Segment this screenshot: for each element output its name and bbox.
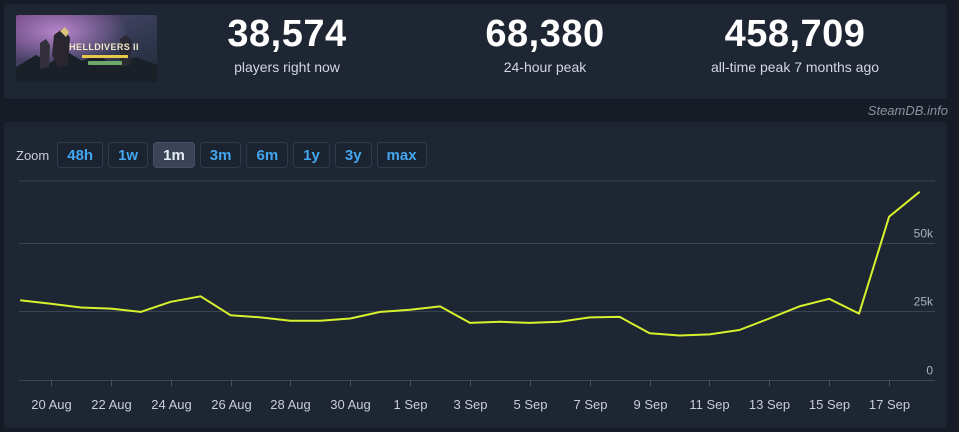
x-tick-label-2024-08-24: 24 Aug [151,397,192,412]
zoom-label: Zoom [16,147,50,163]
data-point-2024-09-10[interactable] [677,333,682,338]
zoom-button-3y[interactable]: 3y [334,142,372,168]
data-point-2024-09-06[interactable] [557,319,562,324]
data-point-2024-09-16[interactable] [857,311,862,316]
data-point-2024-08-26[interactable] [228,313,233,318]
zoom-button-48h[interactable]: 48h [57,142,104,168]
peak-24h-label: 24-hour peak [503,59,587,75]
stat-24h-peak: 68,380 24-hour peak [440,12,650,75]
x-tick-label-2024-08-30: 30 Aug [330,397,371,412]
steamdb-attribution[interactable]: SteamDB.info [867,103,948,118]
data-point-2024-09-15[interactable] [827,296,832,301]
zoom-button-1m[interactable]: 1m [153,142,195,168]
x-tick-label-2024-08-22: 22 Aug [91,397,132,412]
x-tick-label-2024-09-11: 11 Sep [689,397,729,412]
data-point-2024-09-18[interactable] [917,190,922,195]
x-tick-label-2024-09-13: 13 Sep [749,397,790,412]
zoom-button-6m[interactable]: 6m [246,142,289,168]
data-point-2024-09-07[interactable] [587,315,592,320]
all-time-peak-label: all-time peak 7 months ago [710,59,880,75]
data-point-2024-09-02[interactable] [438,304,443,309]
data-point-2024-09-08[interactable] [617,314,622,319]
data-point-2024-09-17[interactable] [887,214,892,219]
x-axis-ticks: 20 Aug 22 Aug 24 Aug 26 Aug 28 Aug 30 Aug 1 Se… [31,380,910,412]
data-point-2024-08-20[interactable] [48,301,53,306]
data-point-2024-09-14[interactable] [797,304,802,309]
data-point-2024-09-11[interactable] [707,332,712,337]
data-point-2024-08-31[interactable] [378,309,383,314]
svg-text:HELLDIVERS II: HELLDIVERS II [69,42,139,52]
data-point-2024-08-22[interactable] [108,306,113,311]
x-tick-label-2024-08-28: 28 Aug [270,397,311,412]
data-point-2024-08-23[interactable] [138,309,143,314]
x-tick-label-2024-09-01: 1 Sep [394,397,428,412]
stats-bar [4,4,947,99]
x-tick-label-2024-08-26: 26 Aug [211,397,252,412]
zoom-button-3m[interactable]: 3m [199,142,242,168]
current-players-value: 38,574 [227,13,347,55]
zoom-controls: Zoom 48h 1w 1m 3m 6m 1y 3y max [16,142,432,168]
data-point-2024-08-25[interactable] [198,294,203,299]
x-tick-label-2024-09-07: 7 Sep [574,397,608,412]
chart-panel [4,122,947,428]
grid-lines [19,180,935,381]
y-tick-label-25k: 25k [914,295,934,309]
data-point-2024-09-05[interactable] [527,320,532,325]
current-players-label: players right now [234,59,340,75]
x-tick-label-2024-08-20: 20 Aug [31,397,72,412]
zoom-button-1y[interactable]: 1y [293,142,330,168]
zoom-button-1w[interactable]: 1w [108,142,149,168]
x-tick-label-2024-09-09: 9 Sep [634,397,668,412]
game-banner-image[interactable]: HELLDIVERS II [16,15,157,82]
series-layer [19,190,922,338]
data-point-2024-08-27[interactable] [258,315,263,320]
stat-all-time-peak: 458,709 all-time peak 7 months ago [690,12,900,75]
zoom-button-max[interactable]: max [376,142,427,168]
banner-artwork: HELLDIVERS II [16,15,157,82]
peak-24h-value: 68,380 [485,13,605,55]
banner-logo-lettering: HELLDIVERS II [69,42,139,52]
data-point-2024-09-13[interactable] [767,316,772,321]
data-point-2024-09-12[interactable] [737,328,742,333]
data-point-2024-08-30[interactable] [348,316,353,321]
x-tick-label-2024-09-15: 15 Sep [809,397,850,412]
series-line-players [20,191,920,337]
data-point-2024-08-19[interactable] [19,298,24,303]
data-point-2024-09-03[interactable] [468,320,473,325]
x-tick-label-2024-09-05: 5 Sep [514,397,548,412]
y-axis-ticks: 0 25k 50k [914,227,934,378]
data-point-2024-08-24[interactable] [168,299,173,304]
all-time-peak-value: 458,709 [724,13,866,55]
x-tick-label-2024-09-03: 3 Sep [454,397,488,412]
data-point-2024-09-01[interactable] [408,307,413,312]
stat-current-players: 38,574 players right now [182,12,392,75]
data-point-2024-09-09[interactable] [647,331,652,336]
x-tick-label-2024-09-17: 17 Sep [869,397,910,412]
y-tick-label-50k: 50k [914,227,934,241]
data-point-2024-08-29[interactable] [318,318,323,323]
data-point-2024-08-28[interactable] [288,318,293,323]
data-point-2024-08-21[interactable] [78,305,83,310]
data-point-2024-09-04[interactable] [497,319,502,324]
y-tick-label-0: 0 [926,364,933,378]
